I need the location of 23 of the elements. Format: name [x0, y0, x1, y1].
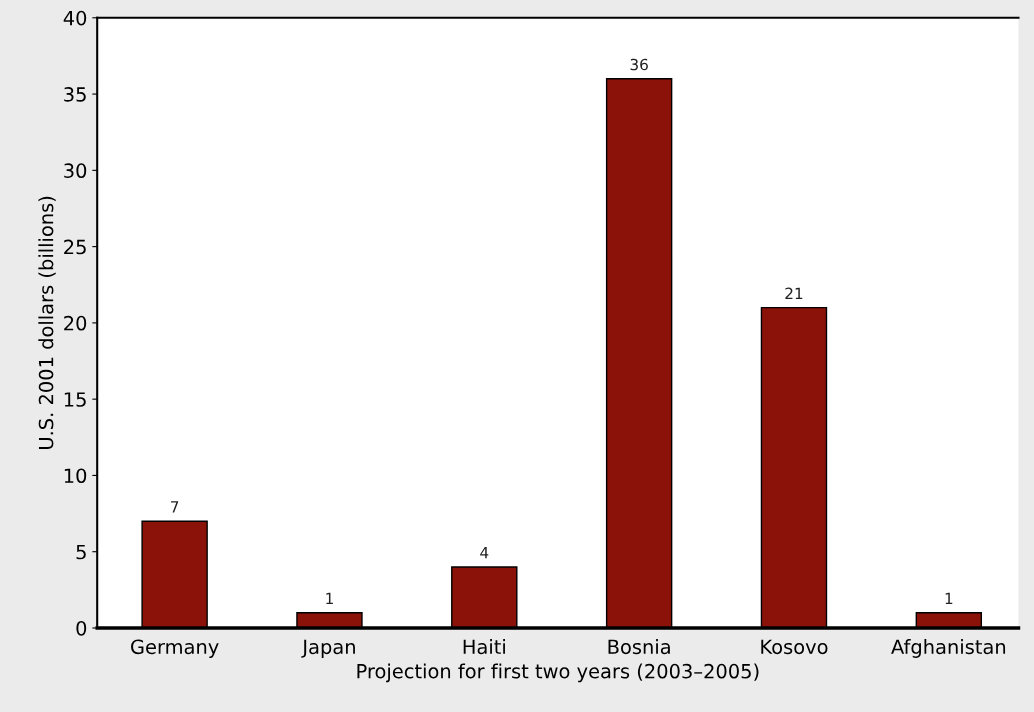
data-label: 36 [630, 58, 648, 71]
data-label: 1 [945, 592, 953, 604]
y-tick-label: 10 [64, 468, 87, 484]
y-tick-label: 20 [64, 315, 87, 331]
x-tick-label: Afghanistan [891, 639, 1006, 658]
x-tick-label: Bosnia [608, 639, 670, 655]
data-label: 7 [171, 501, 179, 513]
y-tick-label: 35 [64, 87, 86, 102]
y-axis-title: U.S. 2001 dollars (billions) [38, 196, 56, 449]
y-tick-label: 0 [76, 620, 87, 636]
data-label: 1 [326, 592, 333, 604]
x-tick-label: Japan [301, 639, 355, 658]
data-label: 21 [785, 287, 803, 299]
y-tick-label: 25 [64, 239, 86, 255]
data-label: 4 [480, 547, 489, 559]
x-tick-label: Haiti [463, 639, 505, 655]
x-tick-label: Germany [131, 639, 219, 658]
y-tick-label: 15 [64, 392, 86, 407]
y-tick-label: 5 [76, 544, 86, 560]
x-axis-title: Projection for first two years (2003–2005) [357, 663, 759, 683]
y-tick-label: 30 [64, 163, 87, 179]
x-tick-label: Kosovo [761, 639, 828, 655]
y-tick-label: 40 [63, 10, 87, 26]
